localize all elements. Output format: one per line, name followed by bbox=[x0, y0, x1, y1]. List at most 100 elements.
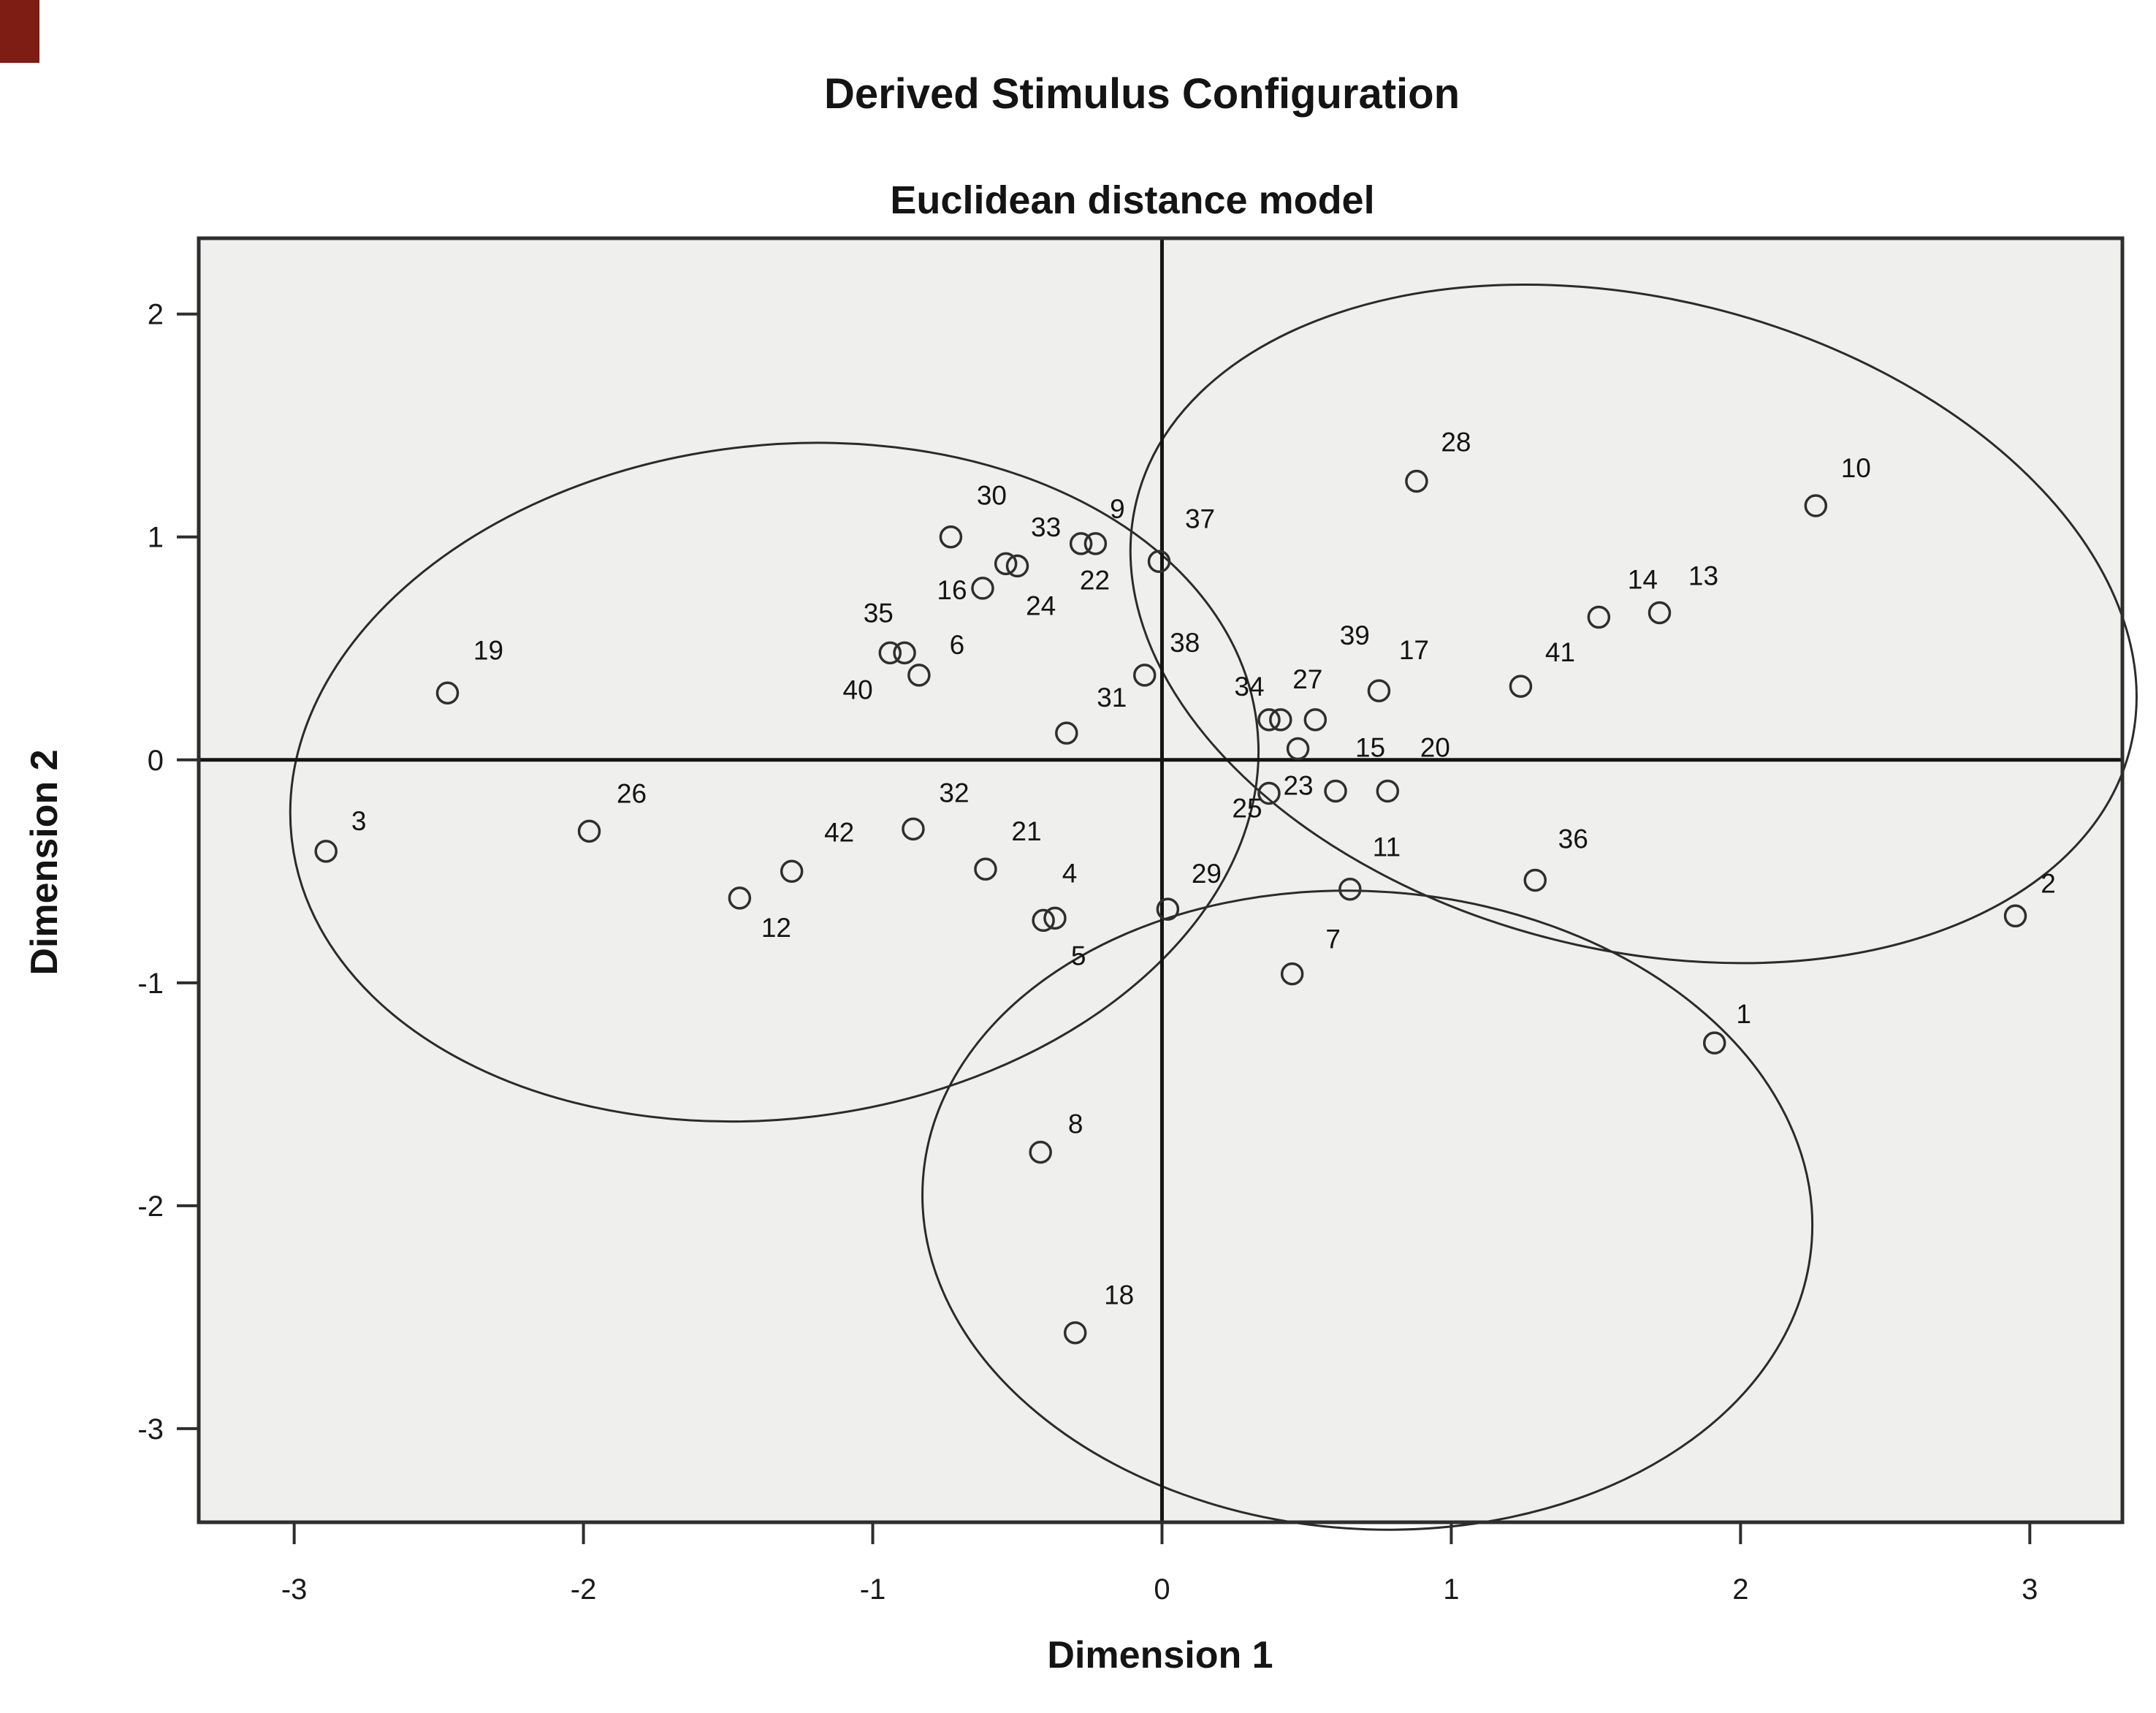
point-label-31: 31 bbox=[1097, 683, 1127, 713]
point-label-6: 6 bbox=[950, 630, 965, 660]
point-label-40: 40 bbox=[843, 675, 873, 704]
chart-subtitle: Euclidean distance model bbox=[890, 178, 1374, 222]
data-point-18 bbox=[1063, 1321, 1087, 1345]
point-label-38: 38 bbox=[1170, 628, 1200, 658]
data-point-3 bbox=[314, 840, 338, 863]
point-label-36: 36 bbox=[1558, 824, 1588, 854]
point-label-17: 17 bbox=[1399, 635, 1429, 665]
point-label-37: 37 bbox=[1185, 504, 1215, 533]
data-point-36 bbox=[1523, 868, 1547, 892]
data-point-2 bbox=[2003, 904, 2027, 928]
y-tick-label: 0 bbox=[148, 745, 164, 777]
point-label-16: 16 bbox=[937, 575, 967, 605]
x-tick-label: 1 bbox=[1443, 1573, 1459, 1606]
data-point-10 bbox=[1804, 494, 1828, 517]
data-point-11 bbox=[1338, 877, 1362, 901]
point-label-42: 42 bbox=[824, 817, 854, 847]
y-tick-label: 2 bbox=[148, 299, 164, 331]
point-label-29: 29 bbox=[1192, 859, 1222, 889]
data-point-6 bbox=[907, 664, 931, 687]
data-point-19 bbox=[435, 681, 460, 705]
data-point-21 bbox=[974, 857, 997, 881]
data-point-39 bbox=[1303, 708, 1327, 732]
y-tick-label: -3 bbox=[137, 1413, 164, 1446]
point-label-1: 1 bbox=[1736, 999, 1751, 1029]
point-label-35: 35 bbox=[864, 598, 894, 628]
cluster-ellipse-left-cluster bbox=[289, 441, 1260, 1123]
data-point-20 bbox=[1376, 779, 1400, 803]
data-point-22 bbox=[1005, 554, 1029, 578]
point-label-11: 11 bbox=[1373, 832, 1401, 862]
x-tick-label: 2 bbox=[1732, 1573, 1748, 1606]
x-axis-title: Dimension 1 bbox=[1047, 1634, 1273, 1676]
point-label-7: 7 bbox=[1325, 924, 1341, 954]
point-label-15: 15 bbox=[1355, 733, 1385, 763]
point-label-4: 4 bbox=[1062, 858, 1078, 888]
point-label-20: 20 bbox=[1420, 732, 1450, 762]
point-label-25: 25 bbox=[1232, 794, 1262, 824]
point-label-2: 2 bbox=[2041, 868, 2056, 898]
point-label-14: 14 bbox=[1628, 565, 1658, 595]
point-label-41: 41 bbox=[1545, 637, 1575, 667]
x-tick-label: -3 bbox=[281, 1573, 308, 1606]
data-point-30 bbox=[939, 525, 963, 549]
data-point-4 bbox=[1043, 906, 1067, 930]
data-point-15 bbox=[1286, 737, 1310, 761]
data-point-41 bbox=[1509, 675, 1533, 698]
point-label-30: 30 bbox=[977, 481, 1007, 511]
data-point-38 bbox=[1132, 664, 1157, 687]
point-label-3: 3 bbox=[351, 806, 367, 836]
point-label-22: 22 bbox=[1080, 565, 1110, 595]
data-point-26 bbox=[577, 819, 601, 843]
point-label-39: 39 bbox=[1340, 620, 1370, 650]
y-tick-label: -2 bbox=[137, 1190, 164, 1223]
point-label-8: 8 bbox=[1068, 1109, 1083, 1139]
data-point-28 bbox=[1405, 469, 1428, 493]
point-label-13: 13 bbox=[1688, 561, 1718, 590]
data-point-42 bbox=[780, 859, 804, 884]
point-label-18: 18 bbox=[1104, 1280, 1134, 1310]
data-point-13 bbox=[1648, 601, 1672, 625]
data-point-8 bbox=[1029, 1140, 1052, 1164]
point-label-19: 19 bbox=[473, 635, 503, 665]
data-point-32 bbox=[902, 817, 925, 841]
data-point-7 bbox=[1280, 962, 1304, 986]
point-label-34: 34 bbox=[1234, 672, 1264, 702]
data-point-16 bbox=[971, 577, 994, 600]
x-tick-label: 3 bbox=[2022, 1573, 2038, 1606]
data-point-33 bbox=[1069, 532, 1093, 555]
point-label-10: 10 bbox=[1841, 453, 1871, 483]
point-label-28: 28 bbox=[1441, 427, 1471, 457]
x-tick-label: 0 bbox=[1154, 1573, 1170, 1606]
cluster-ellipse-right-cluster bbox=[1129, 284, 2138, 965]
data-point-9 bbox=[1083, 532, 1108, 555]
data-point-24 bbox=[994, 552, 1018, 576]
y-tick-label: 1 bbox=[148, 522, 164, 554]
point-label-12: 12 bbox=[761, 913, 791, 943]
point-label-24: 24 bbox=[1026, 590, 1056, 620]
point-label-5: 5 bbox=[1071, 941, 1086, 971]
data-point-23 bbox=[1324, 779, 1347, 803]
data-point-14 bbox=[1587, 605, 1611, 629]
data-point-5 bbox=[1032, 908, 1055, 933]
point-label-21: 21 bbox=[1011, 816, 1041, 846]
point-label-23: 23 bbox=[1283, 770, 1313, 800]
plot-layer: -3 -2 -1 0 1 2 3210-1-2-3123456789101112131415… bbox=[137, 236, 2138, 1606]
data-point-12 bbox=[728, 886, 752, 910]
data-point-31 bbox=[1055, 721, 1078, 745]
x-tick-label: -2 bbox=[571, 1573, 597, 1606]
point-label-27: 27 bbox=[1292, 664, 1322, 694]
data-point-37 bbox=[1147, 550, 1171, 574]
point-label-32: 32 bbox=[939, 778, 969, 808]
data-point-17 bbox=[1367, 679, 1391, 702]
data-point-27 bbox=[1269, 708, 1292, 732]
point-label-26: 26 bbox=[617, 778, 647, 808]
scan-artifact bbox=[0, 0, 39, 63]
x-tick-label: -1 bbox=[860, 1573, 886, 1606]
data-point-29 bbox=[1156, 897, 1180, 921]
data-point-25 bbox=[1257, 781, 1281, 805]
data-point-34 bbox=[1257, 708, 1281, 732]
cluster-ellipse-bottom-cluster bbox=[921, 889, 1814, 1531]
